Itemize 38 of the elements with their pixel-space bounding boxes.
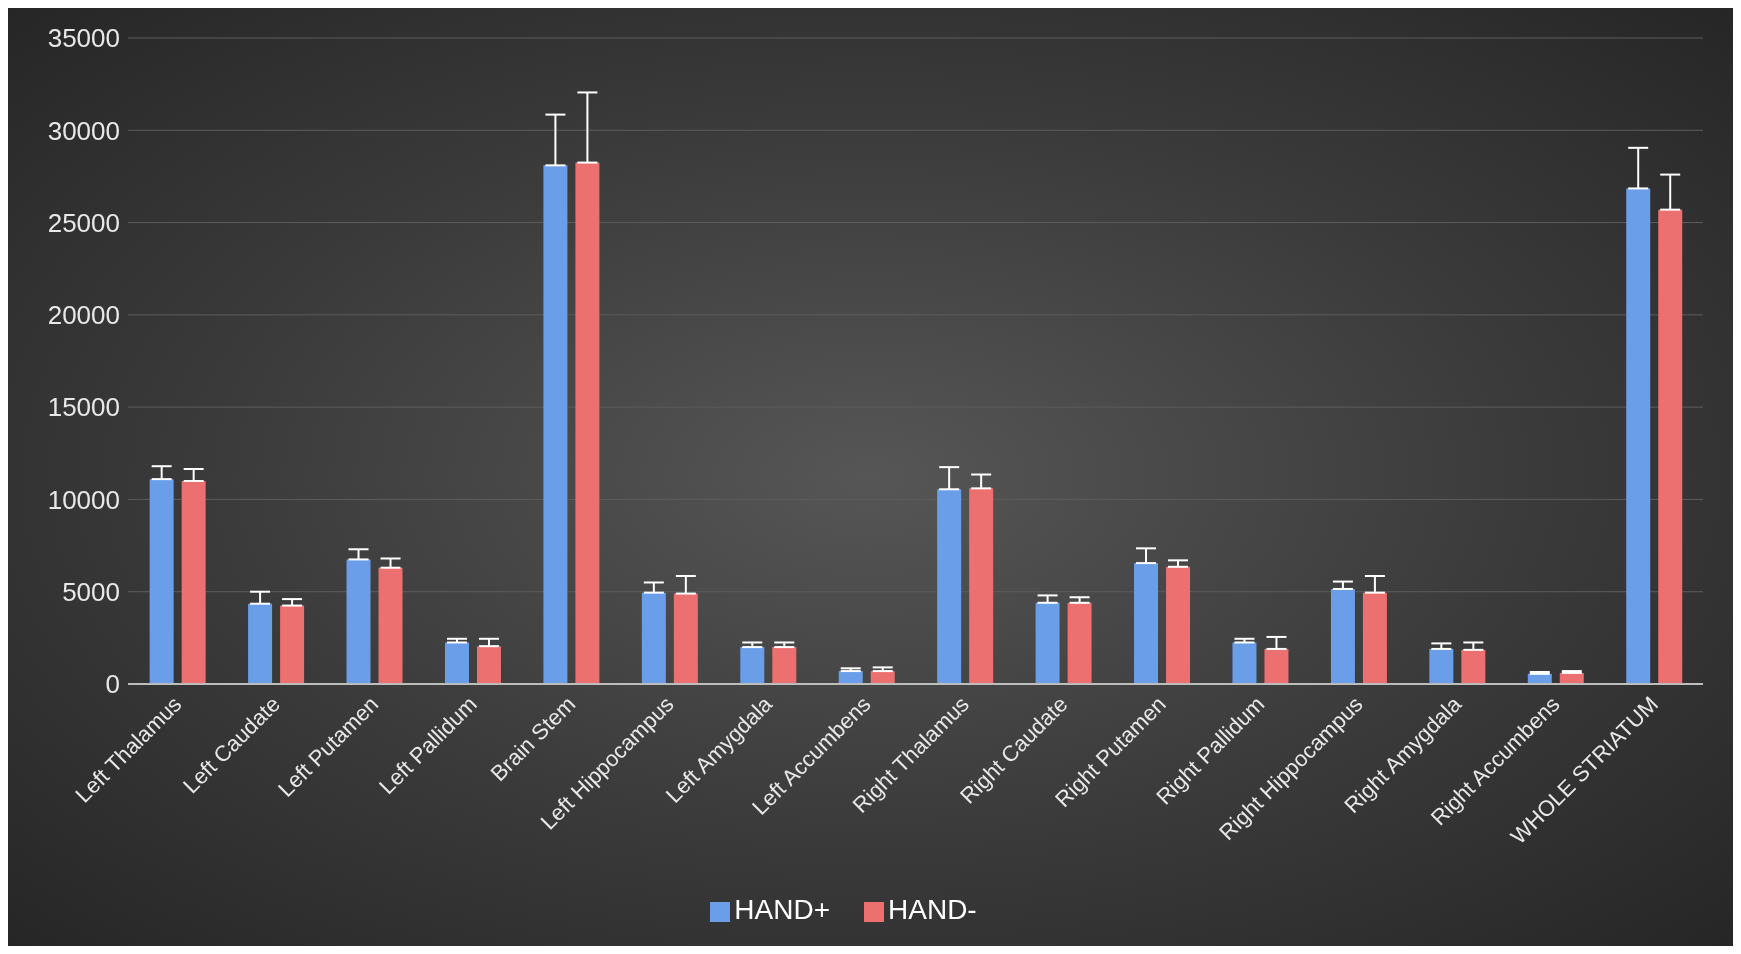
bar [1035, 602, 1060, 684]
y-tick-label: 15000 [47, 392, 120, 423]
bar [1232, 642, 1257, 684]
y-tick-label: 0 [105, 669, 120, 700]
bar [181, 480, 206, 684]
y-tick-label: 10000 [47, 484, 120, 515]
bar [575, 162, 600, 684]
bar [1134, 563, 1159, 684]
bar [641, 592, 666, 684]
bar [937, 489, 962, 684]
bar [476, 646, 501, 684]
y-tick-label: 35000 [47, 23, 120, 54]
bar [543, 165, 568, 684]
bar [1067, 602, 1092, 684]
y-tick-label: 20000 [47, 300, 120, 331]
bar [1166, 566, 1191, 684]
bar [378, 567, 403, 684]
legend-label: HAND- [888, 894, 977, 925]
legend-label: HAND+ [734, 894, 831, 925]
y-tick-label: 30000 [47, 115, 120, 146]
bar [346, 559, 371, 684]
bar [149, 479, 174, 684]
bar [248, 603, 273, 684]
bar [1330, 588, 1355, 684]
bar [444, 642, 469, 684]
bar [280, 605, 305, 684]
bar [1429, 648, 1454, 684]
bar [1362, 592, 1387, 684]
bar [1461, 649, 1486, 684]
y-tick-label: 5000 [62, 576, 120, 607]
bar [673, 593, 698, 684]
bar [1658, 209, 1683, 684]
y-tick-label: 25000 [47, 207, 120, 238]
bar [1626, 188, 1651, 684]
bar [969, 488, 994, 684]
bar [740, 647, 765, 684]
bar [772, 647, 797, 684]
bar [1264, 648, 1289, 684]
